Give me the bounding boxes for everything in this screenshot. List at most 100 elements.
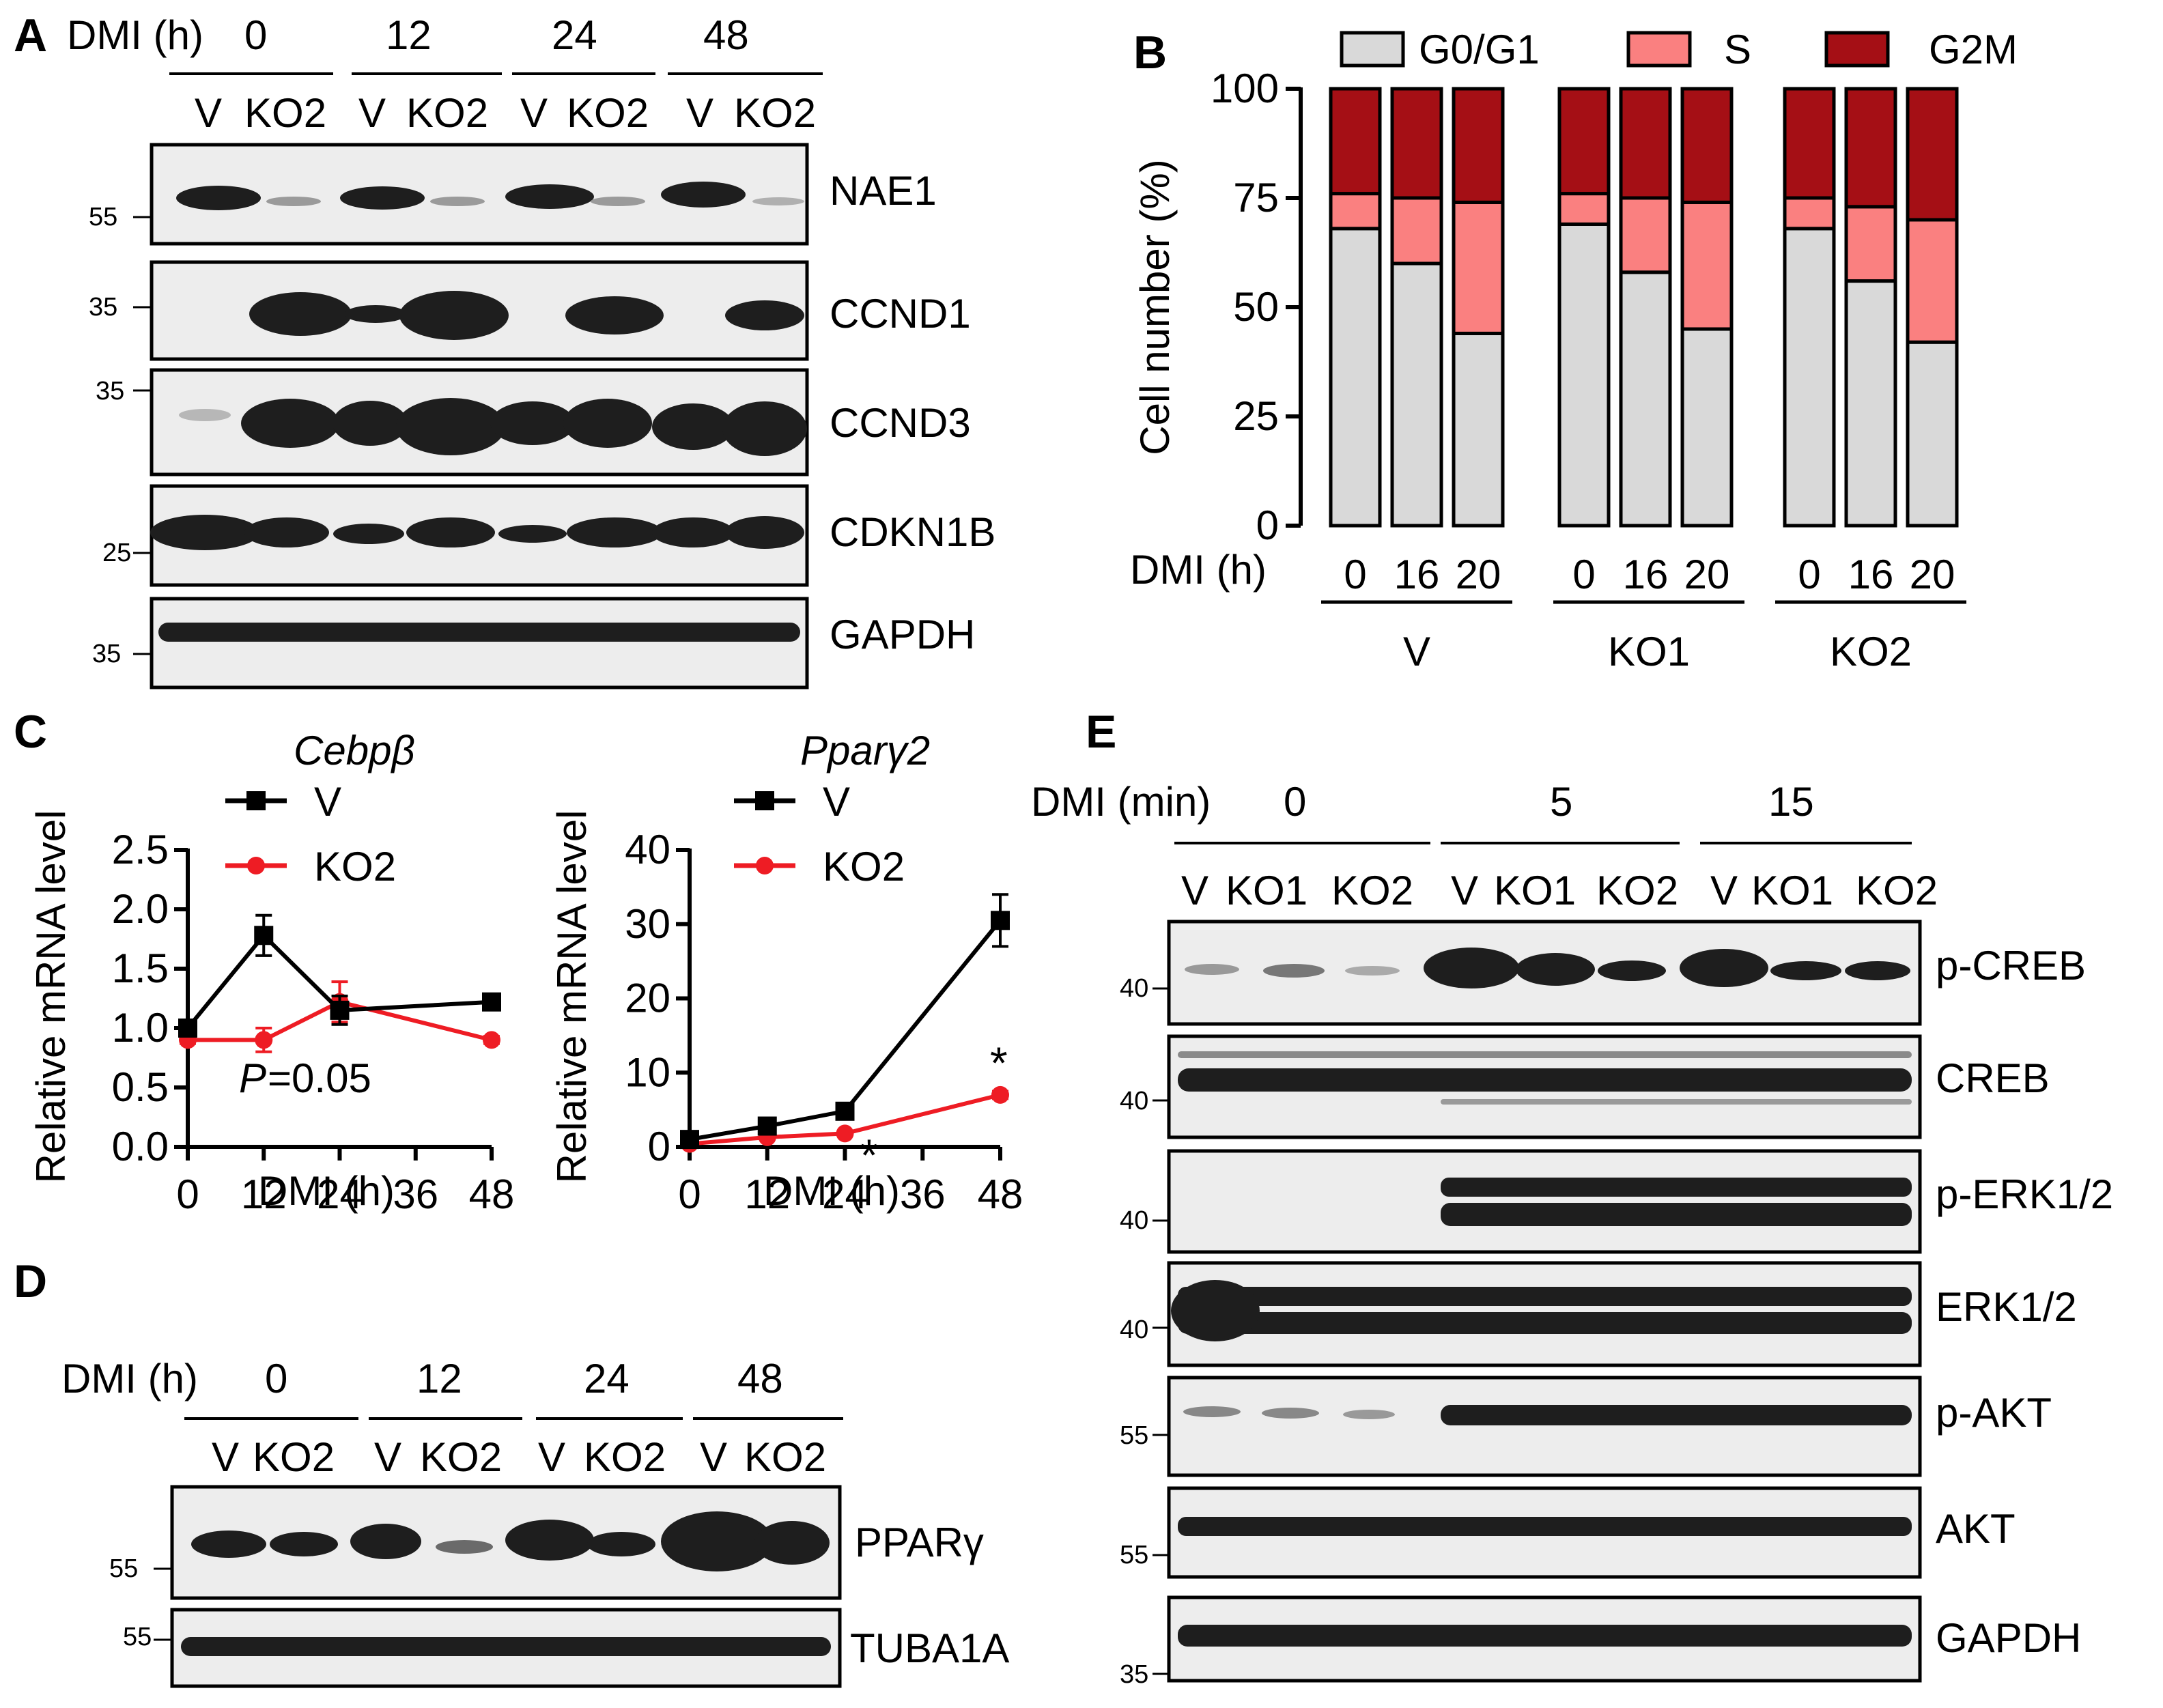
bar-g0g1 — [1390, 261, 1443, 528]
marker-35: 35 — [96, 377, 124, 405]
band — [490, 401, 575, 445]
c2-plot: 0 10 20 30 40 0 12 24 36 48 V KO2 — [625, 779, 1023, 1217]
b-bars — [1329, 87, 1959, 528]
c2-y-tick-label: 30 — [625, 901, 670, 947]
band — [505, 184, 594, 209]
band — [406, 517, 495, 547]
band-faint — [179, 409, 231, 421]
c1-point-v — [482, 992, 501, 1012]
c2-title: Pparγ2 — [800, 728, 930, 773]
panel-e-lane: KO1 — [1494, 868, 1576, 913]
blot-label-cdkn1b: CDKN1B — [830, 509, 995, 555]
c1-y-tick-label: 0.0 — [112, 1124, 169, 1169]
c2-y-tick-label: 20 — [625, 976, 670, 1021]
band — [333, 524, 404, 544]
c1-legend-marker — [247, 857, 265, 874]
marker-55: 55 — [89, 203, 117, 231]
band — [652, 403, 734, 450]
c2-point-v — [991, 911, 1010, 930]
bar-s — [1906, 218, 1959, 344]
panel-d-time-0: 0 — [265, 1356, 287, 1401]
bar-g2m — [1452, 87, 1505, 204]
c1-legend-label: KO2 — [314, 844, 396, 889]
band — [661, 1511, 773, 1571]
panel-d-lane: V — [700, 1434, 727, 1480]
band-faint — [752, 197, 804, 205]
blot-label-p-akt: p-AKT — [1936, 1390, 2052, 1436]
band — [1178, 1312, 1912, 1334]
legend-label-s: S — [1724, 27, 1751, 72]
band — [150, 515, 259, 550]
band — [396, 398, 505, 455]
band — [1441, 1178, 1912, 1197]
blot-label-gapdh: GAPDH — [830, 612, 975, 657]
c2-y-tick-label: 10 — [625, 1049, 670, 1095]
band — [1171, 1280, 1260, 1341]
blot-label-akt: AKT — [1936, 1506, 2016, 1552]
c2-point-v — [757, 1116, 777, 1136]
c1-y-tick-label: 1.0 — [112, 1005, 169, 1051]
c2-y-tick-label: 40 — [625, 827, 670, 872]
panel-c: C Cebpβ Relative mRNA level DMI (h) 0.00… — [14, 706, 1023, 1217]
c2-ylabel: Relative mRNA level — [549, 810, 595, 1184]
panel-a-lane: V — [358, 90, 386, 136]
panel-d-lane: V — [538, 1434, 565, 1480]
c2-asterisk-48: * — [990, 1038, 1008, 1088]
band — [661, 182, 746, 208]
panel-d-lane: V — [212, 1434, 239, 1480]
b-axis: 0 25 50 75 100 — [1211, 66, 1303, 548]
band-faint — [1185, 964, 1239, 975]
b-x-tick-label: 20 — [1910, 552, 1955, 597]
bar-g0g1 — [1783, 227, 1836, 528]
legend-swatch-g2m — [1824, 31, 1890, 68]
band — [722, 401, 807, 456]
bar-g0g1 — [1619, 270, 1672, 528]
band — [1770, 961, 1841, 980]
band — [498, 525, 567, 543]
c2-legend-marker — [755, 791, 774, 810]
band — [1441, 1405, 1912, 1425]
c1-plot: 0.0 0.5 1.0 1.5 2.0 2.5 0 12 24 36 48 V KO2 — [112, 779, 515, 1217]
band-faint — [1262, 1408, 1319, 1419]
panel-a-lane: V — [195, 90, 222, 136]
blot-label-ccnd1: CCND1 — [830, 291, 971, 337]
panel-e: E DMI (min) 0 5 15 V KO1 KO2 V KO1 KO2 V… — [1031, 706, 2113, 1689]
marker-55: 55 — [109, 1554, 138, 1583]
panel-e-letter: E — [1086, 706, 1116, 758]
bar-s — [1329, 192, 1382, 231]
band — [505, 1520, 594, 1561]
bar-s — [1557, 192, 1611, 226]
band — [587, 1532, 655, 1556]
bar-g2m — [1680, 87, 1734, 204]
blot-label-erk: ERK1/2 — [1936, 1284, 2077, 1330]
band — [1845, 961, 1910, 980]
panel-a: A DMI (h) 0 12 24 48 V KO2 V KO2 V KO2 V… — [14, 10, 995, 689]
band — [565, 296, 664, 335]
c1-y-tick-label: 2.5 — [112, 827, 169, 872]
c1-x-tick-label: 0 — [176, 1171, 199, 1217]
bar-g0g1 — [1680, 327, 1734, 528]
panel-e-time-5: 5 — [1550, 779, 1572, 825]
panel-a-time-12: 12 — [386, 12, 432, 58]
panel-d-lane: KO2 — [744, 1434, 826, 1480]
band-faint — [1263, 964, 1325, 978]
band — [567, 517, 662, 547]
blot-label-p-creb: p-CREB — [1936, 943, 2086, 988]
c2-x-tick-label: 12 — [744, 1171, 790, 1217]
panel-d-letter: D — [14, 1255, 47, 1307]
band — [1598, 960, 1666, 981]
b-xlabel: DMI (h) — [1130, 547, 1267, 593]
band-faint — [591, 197, 645, 206]
b-x-tick-label: 16 — [1848, 552, 1894, 597]
bar-s — [1783, 196, 1836, 231]
panel-a-lane: KO2 — [567, 90, 649, 136]
c2-x-tick-label: 0 — [678, 1171, 701, 1217]
bar-g2m — [1783, 87, 1836, 200]
band-faint — [1178, 1051, 1912, 1058]
panel-d-lane: KO2 — [584, 1434, 666, 1480]
panel-d-lane: V — [374, 1434, 401, 1480]
c1-point-v — [330, 1000, 350, 1020]
panel-a-time-0: 0 — [244, 12, 267, 58]
bar-s — [1390, 196, 1443, 266]
